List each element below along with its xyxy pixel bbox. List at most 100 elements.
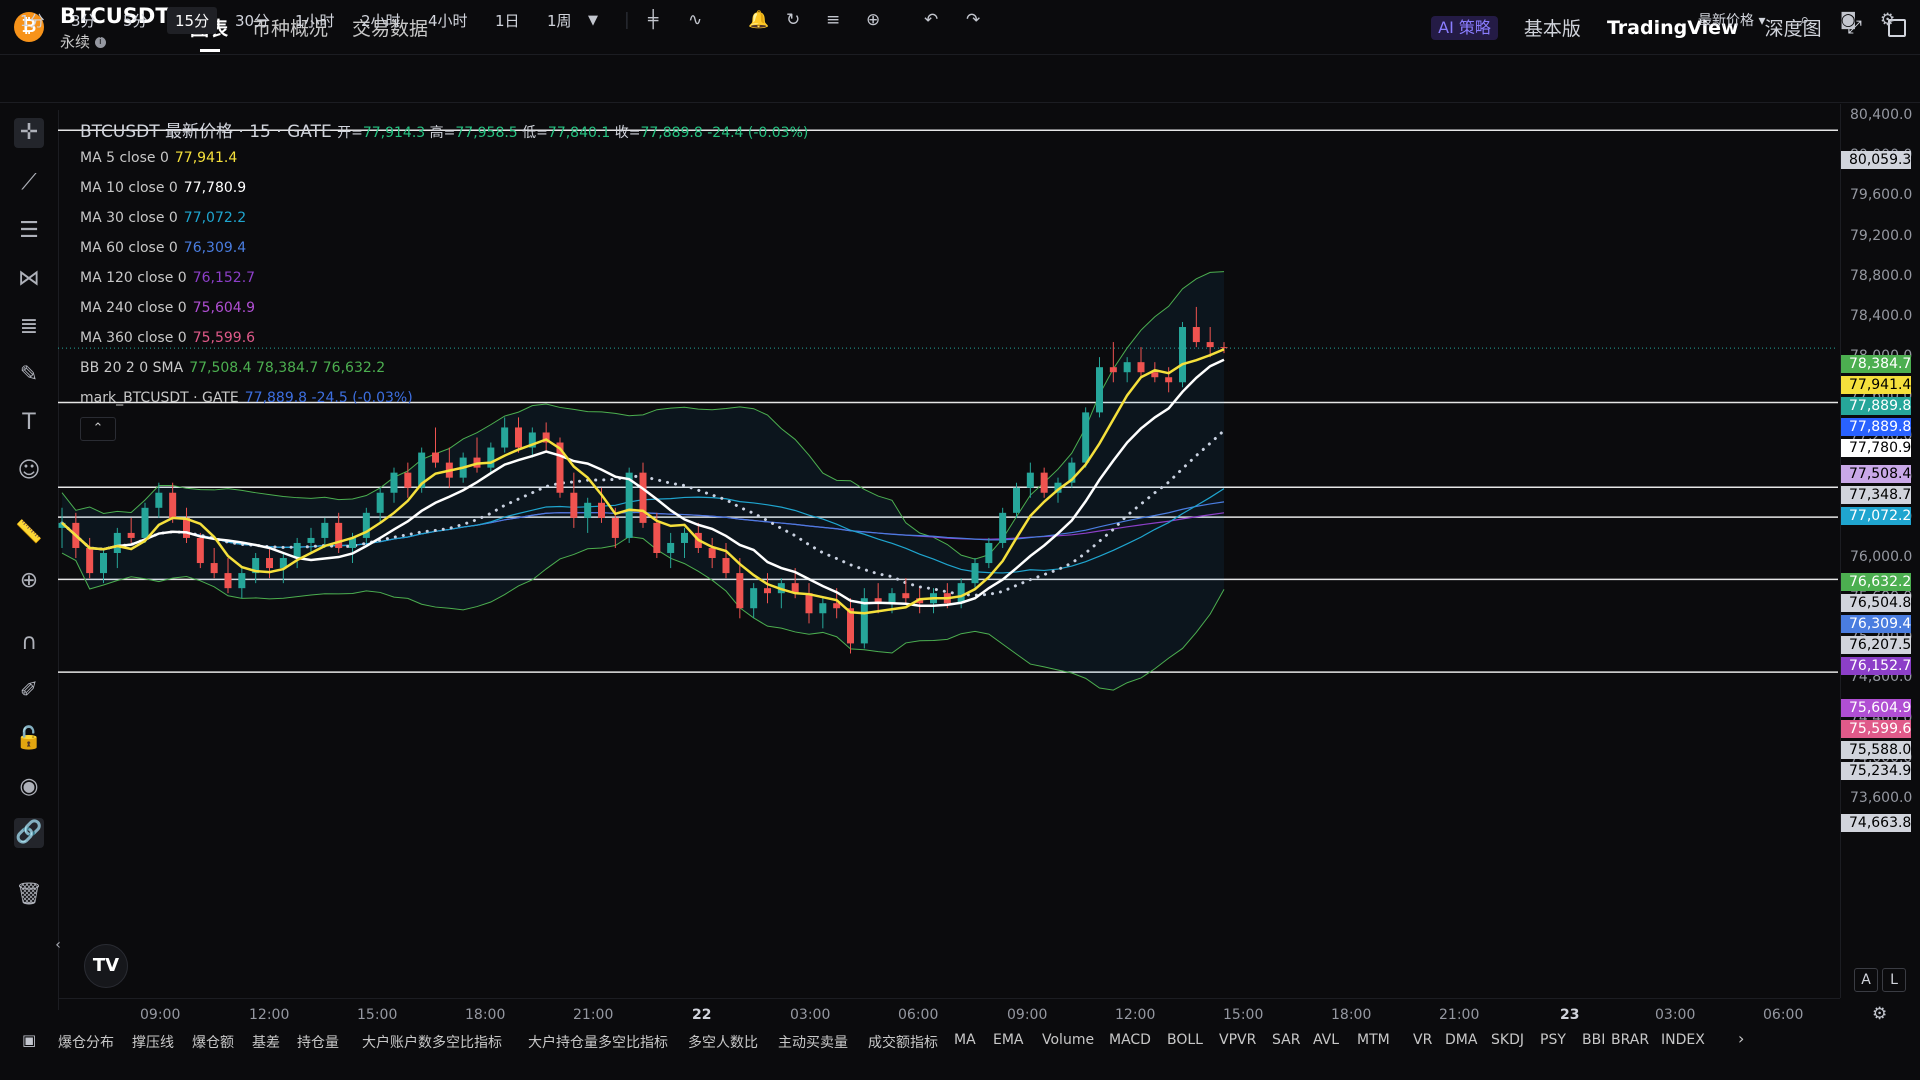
legend-indicator[interactable]: MA 120 close 0 76,152.7 xyxy=(80,270,255,286)
bottom-indicator-item[interactable]: SAR xyxy=(1272,1032,1301,1048)
ruler-icon[interactable]: 📏 xyxy=(15,520,43,545)
templates-icon[interactable]: ≡ xyxy=(826,10,841,30)
candlestick-chart[interactable] xyxy=(58,104,1838,998)
pattern-icon[interactable]: ⋈ xyxy=(18,266,40,291)
collapse-toolbar-icon[interactable]: ‹ xyxy=(55,937,61,953)
log-scale-button[interactable]: L xyxy=(1882,968,1906,992)
price-axis[interactable] xyxy=(1840,104,1920,998)
calendar-icon[interactable]: ▣ xyxy=(22,1031,37,1049)
price-type-selector[interactable]: 最新价格 ▾ xyxy=(1698,13,1766,29)
candle xyxy=(1123,357,1131,383)
fib-icon[interactable]: ≣ xyxy=(19,314,39,339)
candle-body xyxy=(653,522,661,554)
lock-drawing-icon[interactable]: ✐ xyxy=(19,678,39,703)
depth-chart-button[interactable]: 深度图 xyxy=(1764,18,1822,40)
timeframe-15m[interactable]: 15分 xyxy=(167,7,218,34)
timeframe-5m[interactable]: 5分 xyxy=(123,12,148,30)
search-icon[interactable]: ⌕ xyxy=(1800,10,1810,30)
bottom-indicator-item[interactable]: SKDJ xyxy=(1491,1032,1524,1048)
trash-icon[interactable]: 🗑 xyxy=(15,882,43,907)
symbol-selector[interactable]: BTCUSDT ▾ xyxy=(60,4,184,28)
timeframe-1d[interactable]: 1日 xyxy=(495,12,520,30)
candle xyxy=(874,583,882,614)
legend-indicator[interactable]: mark_BTCUSDT · GATE 77,889.8 -24.5 (-0.03… xyxy=(80,390,413,406)
chevron-right-icon[interactable]: › xyxy=(1738,1029,1745,1048)
bottom-indicator-item[interactable]: MA xyxy=(954,1032,976,1048)
bottom-indicator-item[interactable]: VPVR xyxy=(1219,1032,1257,1048)
tab-trading-data[interactable]: 交易数据 xyxy=(352,18,429,40)
candle-body xyxy=(985,542,993,564)
legend-indicator[interactable]: MA 360 close 0 75,599.6 xyxy=(80,330,255,346)
crosshair-icon[interactable]: ✛ xyxy=(14,118,44,148)
lock-icon[interactable]: 🔓 xyxy=(15,726,43,751)
tab-coin-overview[interactable]: 币种概况 xyxy=(252,18,329,40)
alert-icon[interactable]: 🔔 xyxy=(748,10,770,30)
legend-indicator[interactable]: BB 20 2 0 SMA 77,508.4 78,384.7 76,632.2 xyxy=(80,360,385,376)
bottom-indicator-item[interactable]: 主动买卖量 xyxy=(778,1035,848,1051)
bottom-indicator-item[interactable]: BRAR xyxy=(1611,1032,1650,1048)
time-axis-label: 21:00 xyxy=(1439,1007,1480,1023)
emoji-icon[interactable]: ☺ xyxy=(17,458,41,483)
legend-indicator[interactable]: MA 240 close 0 75,604.9 xyxy=(80,300,255,316)
bottom-indicator-item[interactable]: 基差 xyxy=(252,1035,280,1051)
bottom-indicator-item[interactable]: 成交额指标 xyxy=(868,1035,938,1051)
bottom-indicator-item[interactable]: DMA xyxy=(1445,1032,1478,1048)
brush-icon[interactable]: ✎ xyxy=(19,362,39,387)
bottom-indicator-item[interactable]: 大户账户数多空比指标 xyxy=(362,1035,502,1051)
timeframe-4h[interactable]: 4小时 xyxy=(428,12,468,30)
horizontal-lines-icon[interactable]: ☰ xyxy=(19,218,39,243)
redo-icon[interactable]: ↷ xyxy=(966,10,981,30)
indicators-icon[interactable]: ∿ xyxy=(688,10,703,30)
bottom-indicator-item[interactable]: BBI xyxy=(1582,1032,1606,1048)
candle-type-icon[interactable]: ╪ xyxy=(648,10,659,30)
axis-settings-icon[interactable]: ⚙ xyxy=(1872,1004,1888,1024)
zoom-icon[interactable]: ⊕ xyxy=(19,568,39,593)
bottom-indicator-item[interactable]: 撑压线 xyxy=(132,1035,174,1051)
bottom-indicator-item[interactable]: MTM xyxy=(1357,1032,1390,1048)
time-axis[interactable] xyxy=(58,998,1840,1029)
legend-indicator[interactable]: MA 30 close 0 77,072.2 xyxy=(80,210,246,226)
bottom-indicator-item[interactable]: 持仓量 xyxy=(297,1035,339,1051)
link-icon[interactable]: 🔗 xyxy=(14,818,44,848)
basic-mode-button[interactable]: 基本版 xyxy=(1523,18,1581,40)
tradingview-mode-button[interactable]: TradingView xyxy=(1606,16,1739,39)
gear-icon[interactable]: ⚙ xyxy=(1880,10,1896,30)
text-icon[interactable]: T xyxy=(22,410,36,435)
candle-body xyxy=(708,547,716,559)
bottom-indicator-item[interactable]: 多空人数比 xyxy=(688,1035,758,1051)
camera-icon[interactable]: ◙ xyxy=(1840,10,1857,30)
replay-icon[interactable]: ↻ xyxy=(786,10,801,30)
expand-icon[interactable]: ⤢ xyxy=(1847,17,1862,38)
bottom-indicator-item[interactable]: BOLL xyxy=(1167,1032,1203,1048)
legend-indicator[interactable]: MA 10 close 0 77,780.9 xyxy=(80,180,246,196)
timeframe-3m[interactable]: 3分 xyxy=(71,12,96,30)
timeframe-1h[interactable]: 1小时 xyxy=(295,12,335,30)
fullscreen-icon[interactable] xyxy=(1888,18,1906,37)
magnet-icon[interactable]: ∩ xyxy=(20,630,38,655)
timeframe-1m[interactable]: 1分 xyxy=(20,12,45,30)
bottom-indicator-item[interactable]: PSY xyxy=(1540,1032,1566,1048)
bottom-indicator-item[interactable]: MACD xyxy=(1109,1032,1151,1048)
trend-line-icon[interactable]: ⟋ xyxy=(21,170,37,195)
legend-indicator[interactable]: MA 60 close 0 76,309.4 xyxy=(80,240,246,256)
legend-indicator[interactable]: MA 5 close 0 77,941.4 xyxy=(80,150,237,166)
bottom-indicator-item[interactable]: Volume xyxy=(1042,1032,1095,1048)
bottom-indicator-item[interactable]: EMA xyxy=(993,1032,1024,1048)
timeframe-30m[interactable]: 30分 xyxy=(235,12,270,30)
info-icon[interactable]: i xyxy=(94,37,106,48)
add-indicator-icon[interactable]: ⊕ xyxy=(866,10,881,30)
timeframe-2h[interactable]: 2小时 xyxy=(361,12,401,30)
timeframe-1w[interactable]: 1周 xyxy=(547,12,572,30)
undo-icon[interactable]: ↶ xyxy=(924,10,939,30)
bottom-indicator-item[interactable]: 爆仓额 xyxy=(192,1035,234,1051)
bottom-indicator-item[interactable]: 大户持仓量多空比指标 xyxy=(528,1035,668,1051)
timeframe-dropdown-icon[interactable]: ▼ xyxy=(588,13,598,28)
bottom-indicator-item[interactable]: AVL xyxy=(1313,1032,1340,1048)
bottom-indicator-item[interactable]: VR xyxy=(1413,1032,1433,1048)
ai-strategy-button[interactable]: AI 策略 xyxy=(1431,15,1498,40)
bottom-indicator-item[interactable]: 爆仓分布 xyxy=(58,1035,114,1051)
bottom-indicator-item[interactable]: INDEX xyxy=(1661,1032,1705,1048)
auto-scale-button[interactable]: A xyxy=(1854,968,1878,992)
legend-collapse-button[interactable]: ⌃ xyxy=(80,417,116,441)
eye-icon[interactable]: ◉ xyxy=(19,774,39,799)
